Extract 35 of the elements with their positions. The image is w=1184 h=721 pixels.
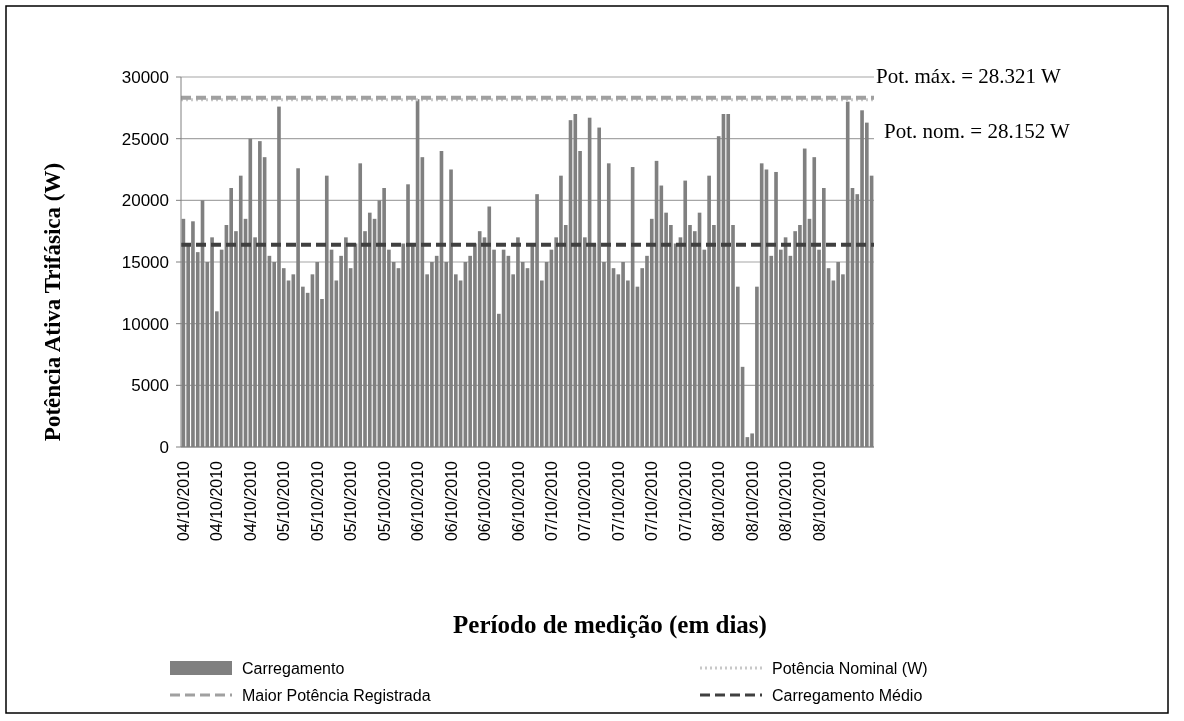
legend-label: Carregamento	[242, 659, 345, 677]
x-tick-label: 04/10/2010	[241, 460, 259, 542]
text: Pot. máx. = 28.321 W	[876, 64, 1061, 88]
x-tick-label: 06/10/2010	[476, 460, 494, 542]
x-tick-label: 07/10/2010	[609, 460, 627, 542]
x-tick-label: 05/10/2010	[375, 460, 393, 542]
y-tick-label: 5000	[131, 376, 169, 396]
legend-label: Carregamento Médio	[772, 686, 923, 704]
text: Pot. nom. = 28.152 W	[884, 119, 1071, 143]
x-tick-label: 05/10/2010	[308, 460, 326, 542]
x-tick-label: 04/10/2010	[208, 460, 226, 542]
x-tick-label: 04/10/2010	[174, 460, 192, 542]
x-axis-title: Período de medição (em dias)	[453, 611, 767, 639]
x-tick-label: 07/10/2010	[543, 460, 560, 542]
x-tick-label: 06/10/2010	[409, 460, 427, 542]
x-tick-label: 06/10/2010	[442, 460, 460, 542]
x-tick-label: 08/10/2010	[777, 460, 795, 542]
x-tick-label: 06/10/2010	[509, 460, 527, 542]
x-tick-label: 08/10/2010	[743, 460, 761, 542]
y-tick-label: 20000	[121, 191, 169, 211]
x-tick-label: 08/10/2010	[710, 460, 728, 542]
y-tick-label: 0	[159, 437, 169, 457]
x-tick-label: 07/10/2010	[643, 460, 661, 542]
y-tick-label: 10000	[121, 314, 169, 334]
y-axis-title: Potência Ativa Trifásica (W)	[40, 162, 65, 442]
y-tick-label: 15000	[121, 252, 169, 272]
x-tick-label: 05/10/2010	[275, 460, 293, 542]
x-tick-label: 05/10/2010	[342, 460, 360, 542]
x-tick-label: 08/10/2010	[810, 460, 828, 542]
y-tick-label: 25000	[121, 129, 169, 149]
y-tick-label: 30000	[121, 67, 169, 87]
x-tick-label: 07/10/2010	[676, 460, 694, 542]
legend-label: Potência Nominal (W)	[772, 659, 928, 677]
legend-label: Maior Potência Registrada	[242, 686, 431, 704]
x-tick-label: 07/10/2010	[576, 460, 594, 542]
